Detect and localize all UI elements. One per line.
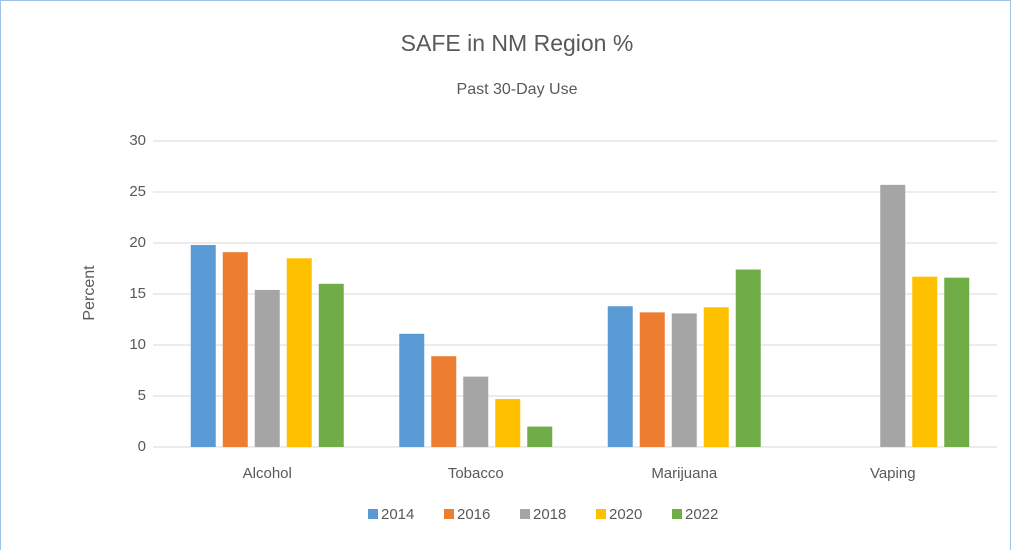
y-tick-label: 5 (138, 387, 146, 404)
bar (190, 245, 216, 447)
x-tick-label: Marijuana (651, 465, 718, 482)
legend-label: 2020 (609, 506, 642, 523)
bar (671, 313, 697, 447)
bar (254, 289, 280, 447)
bar (318, 283, 344, 447)
bar (880, 184, 906, 448)
legend-swatch (672, 509, 682, 519)
bar (463, 376, 489, 447)
bar (639, 312, 665, 447)
bar (703, 307, 729, 447)
legend-swatch (520, 509, 530, 519)
y-tick-label: 20 (129, 234, 146, 251)
legend-label: 2022 (685, 506, 718, 523)
bar (912, 276, 938, 447)
bar (495, 399, 521, 447)
legend-swatch (444, 509, 454, 519)
bar (735, 269, 761, 447)
bar (527, 426, 553, 447)
bar (944, 277, 970, 447)
bar (431, 356, 457, 447)
y-axis-label: Percent (81, 265, 98, 321)
legend-label: 2016 (457, 506, 490, 523)
chart-subtitle: Past 30-Day Use (457, 81, 578, 98)
legend-label: 2018 (533, 506, 566, 523)
bar (222, 252, 248, 447)
y-tick-label: 25 (129, 183, 146, 200)
y-tick-label: 15 (129, 285, 146, 302)
x-tick-label: Tobacco (448, 465, 504, 482)
x-tick-label: Alcohol (243, 465, 292, 482)
bar (286, 258, 312, 447)
y-tick-label: 0 (138, 438, 146, 455)
chart-title: SAFE in NM Region % (401, 30, 634, 56)
bar (607, 306, 633, 447)
x-tick-label: Vaping (870, 465, 916, 482)
y-tick-label: 30 (129, 132, 146, 149)
legend-label: 2014 (381, 506, 414, 523)
legend-swatch (596, 509, 606, 519)
y-tick-label: 10 (129, 336, 146, 353)
legend-swatch (368, 509, 378, 519)
bar (399, 333, 425, 447)
